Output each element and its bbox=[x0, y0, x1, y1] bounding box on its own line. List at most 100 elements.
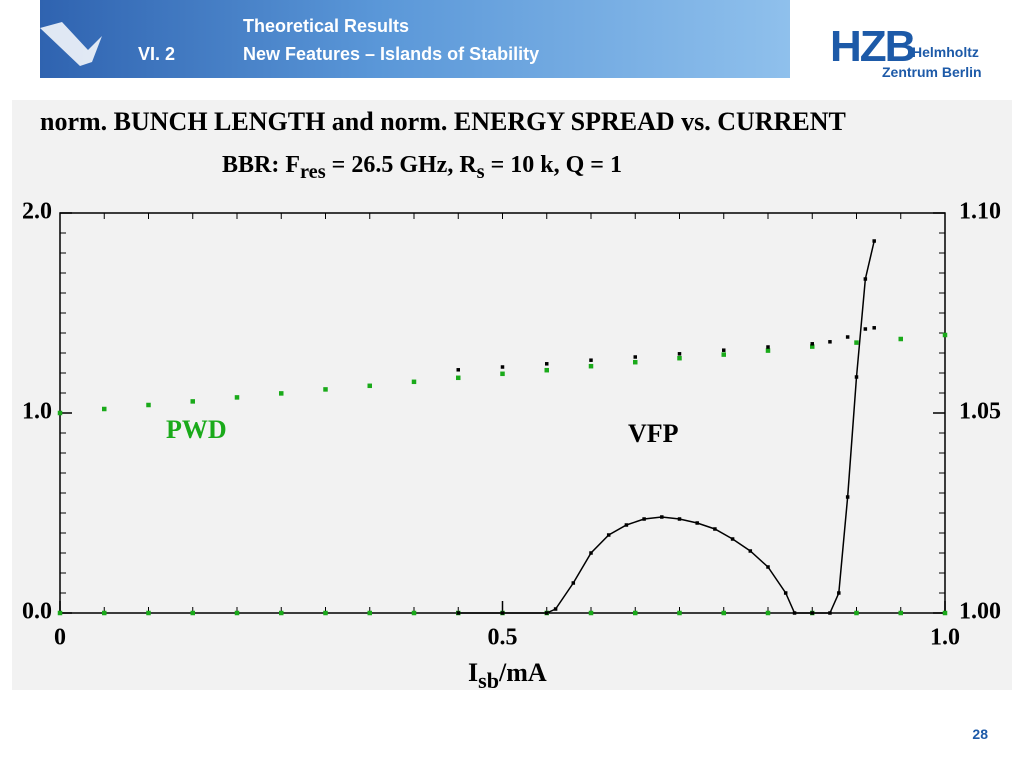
data-point bbox=[544, 367, 549, 373]
data-point bbox=[677, 610, 682, 616]
data-point bbox=[571, 581, 576, 585]
data-point bbox=[845, 335, 850, 339]
data-point bbox=[234, 610, 240, 616]
data-point bbox=[677, 517, 682, 521]
chart-subtitle-part: s bbox=[477, 161, 485, 183]
data-point bbox=[713, 527, 717, 531]
logo-text: Helmholtz bbox=[912, 44, 979, 60]
data-point bbox=[589, 551, 593, 555]
data-point bbox=[854, 610, 859, 616]
data-point bbox=[411, 610, 417, 616]
data-point bbox=[588, 363, 594, 369]
chart-title: norm. BUNCH LENGTH and norm. ENERGY SPRE… bbox=[40, 107, 846, 136]
data-point bbox=[624, 523, 629, 527]
data-point bbox=[588, 610, 594, 616]
data-point bbox=[898, 336, 903, 342]
x-axis-label-part: sb bbox=[478, 668, 499, 693]
data-point bbox=[102, 406, 107, 412]
data-point bbox=[190, 610, 195, 616]
y-tick-label: 0.0 bbox=[22, 599, 52, 625]
data-point bbox=[748, 549, 753, 553]
x-tick-label: 0 bbox=[54, 625, 66, 651]
data-point bbox=[553, 607, 558, 611]
data-point bbox=[845, 495, 850, 499]
data-point bbox=[810, 610, 815, 616]
data-point bbox=[854, 375, 859, 379]
data-point bbox=[500, 611, 505, 615]
x-tick-label: 0.5 bbox=[488, 625, 518, 651]
data-point bbox=[234, 395, 240, 400]
data-point bbox=[642, 517, 646, 521]
data-point bbox=[500, 610, 505, 616]
data-point bbox=[500, 365, 505, 369]
data-point bbox=[792, 611, 797, 615]
data-point bbox=[633, 355, 637, 359]
data-point bbox=[544, 610, 549, 616]
chart-background bbox=[12, 100, 1012, 690]
plot-frame bbox=[59, 212, 946, 614]
data-point bbox=[872, 326, 876, 330]
data-point bbox=[765, 348, 771, 353]
data-point bbox=[942, 610, 948, 616]
data-point bbox=[606, 533, 611, 537]
data-point bbox=[456, 375, 461, 381]
data-point bbox=[863, 277, 868, 281]
data-point bbox=[323, 610, 328, 616]
data-point bbox=[367, 383, 372, 389]
chart-subtitle-part: BBR: F bbox=[222, 152, 300, 178]
annotation: VFP bbox=[628, 419, 679, 448]
data-point bbox=[633, 359, 638, 365]
data-point bbox=[456, 368, 460, 372]
data-point bbox=[898, 610, 903, 616]
data-point bbox=[863, 327, 868, 331]
data-point bbox=[456, 611, 460, 615]
chart-subtitle: BBR: Fres = 26.5 GHz, Rs = 10 k, Q = 1 bbox=[222, 152, 622, 183]
data-point bbox=[545, 362, 549, 366]
header-icon bbox=[40, 22, 102, 66]
data-point bbox=[730, 537, 735, 541]
data-point bbox=[783, 591, 788, 595]
data-point bbox=[872, 239, 876, 243]
data-point bbox=[102, 610, 107, 616]
data-point bbox=[810, 342, 814, 346]
x-tick-label: 1.0 bbox=[930, 625, 960, 651]
data-point bbox=[57, 410, 63, 416]
data-point bbox=[367, 610, 372, 616]
chart-subtitle-part: = 10 k, Q = 1 bbox=[485, 152, 622, 178]
data-point bbox=[721, 610, 726, 616]
data-point bbox=[677, 352, 682, 356]
data-point bbox=[837, 591, 841, 595]
data-point bbox=[500, 371, 505, 377]
data-point bbox=[677, 355, 682, 361]
chart-subtitle-part: = 26.5 GHz, R bbox=[326, 152, 478, 178]
header-title: Theoretical Results bbox=[243, 16, 410, 36]
x-axis-label-part: I bbox=[468, 658, 478, 687]
data-point bbox=[545, 611, 549, 615]
data-point bbox=[695, 521, 699, 525]
data-point bbox=[766, 565, 770, 569]
y2-tick-label: 1.05 bbox=[959, 399, 1001, 425]
data-point bbox=[279, 610, 284, 616]
logo-text: Zentrum Berlin bbox=[882, 64, 982, 80]
series-line bbox=[458, 240, 875, 614]
x-axis-label-part: /mA bbox=[498, 658, 547, 687]
data-point bbox=[765, 610, 771, 616]
data-point bbox=[57, 610, 63, 616]
data-point bbox=[323, 387, 328, 392]
data-point bbox=[721, 352, 726, 357]
data-point bbox=[854, 340, 859, 345]
page-number: 28 bbox=[972, 726, 988, 742]
y2-tick-label: 1.00 bbox=[959, 599, 1001, 625]
data-point bbox=[456, 610, 461, 616]
data-point bbox=[660, 515, 664, 519]
data-point bbox=[279, 391, 284, 396]
y2-tick-label: 1.10 bbox=[959, 199, 1001, 225]
section-number: VI. 2 bbox=[138, 44, 176, 64]
data-point bbox=[146, 402, 151, 408]
y-tick-label: 2.0 bbox=[22, 199, 52, 225]
logo: HZB bbox=[830, 22, 916, 71]
data-point bbox=[828, 340, 832, 344]
data-point bbox=[190, 399, 195, 404]
